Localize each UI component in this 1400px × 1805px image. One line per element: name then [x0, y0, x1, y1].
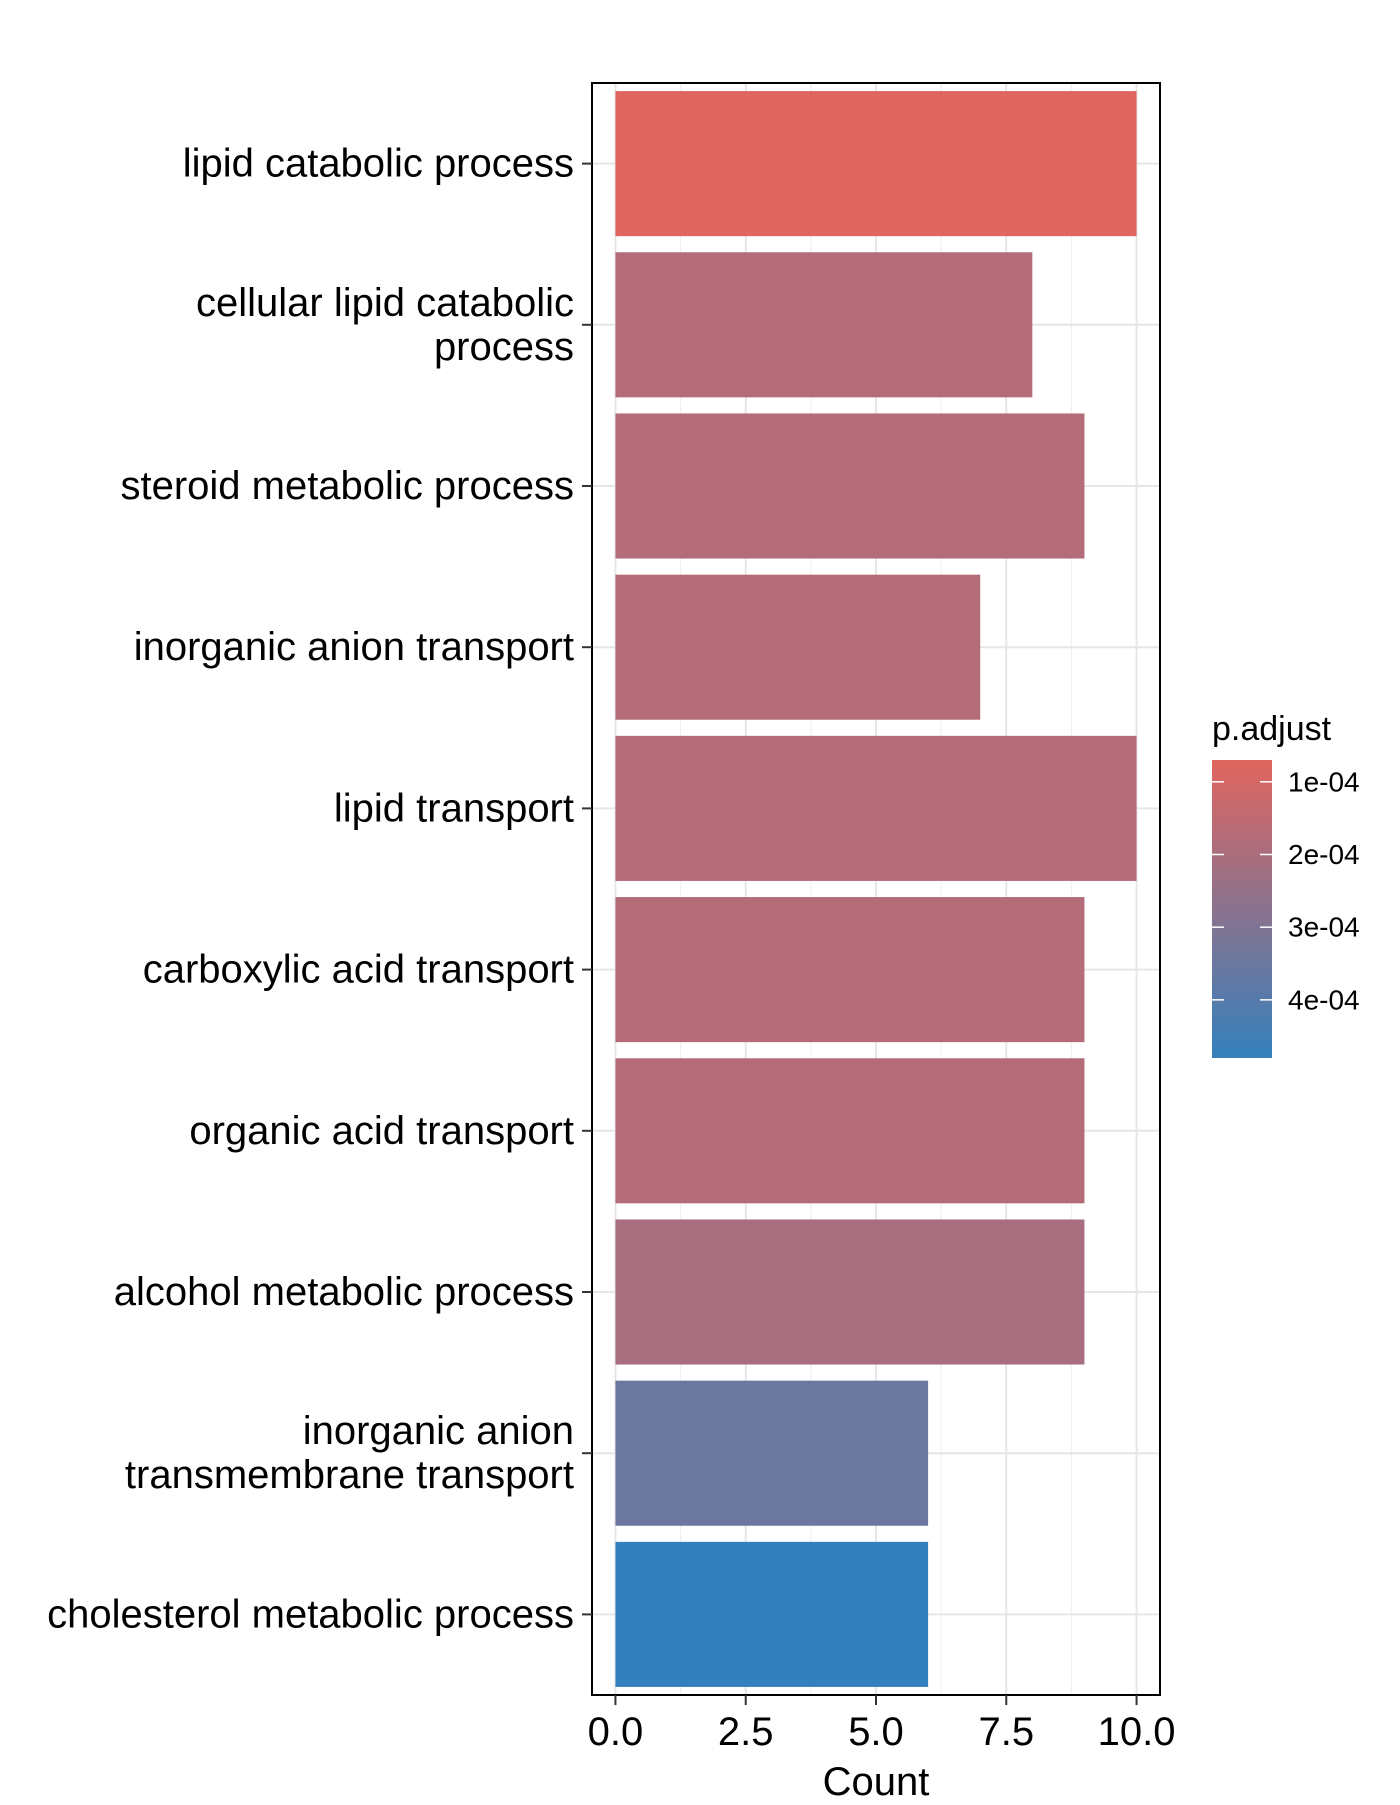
y-tick-label-line: inorganic anion: [303, 1409, 574, 1453]
legend-label: 2e-04: [1288, 839, 1360, 870]
x-tick-label: 2.5: [718, 1710, 774, 1754]
bar: [615, 1541, 929, 1687]
x-tick-label: 10.0: [1098, 1710, 1176, 1754]
bar: [615, 1219, 1085, 1365]
y-tick-label: steroid metabolic process: [120, 464, 574, 508]
y-tick-label-line: cellular lipid catabolic: [196, 281, 574, 325]
y-tick-label: inorganic anion transmembrane transport: [125, 1409, 574, 1497]
bar-layer: [615, 91, 1137, 1687]
y-tick-label-line: alcohol metabolic process: [114, 1270, 574, 1314]
y-tick-label-line: cholesterol metabolic process: [47, 1592, 574, 1636]
y-tick-label-line: carboxylic acid transport: [143, 948, 574, 992]
y-tick-label-line: inorganic anion transport: [134, 625, 574, 669]
y-tick-label-line: lipid transport: [334, 786, 574, 830]
y-tick-label: lipid catabolic process: [183, 142, 574, 186]
legend-label: 3e-04: [1288, 912, 1360, 943]
y-tick-label-line: transmembrane transport: [125, 1453, 574, 1497]
legend-label: 1e-04: [1288, 766, 1360, 797]
bar: [615, 897, 1085, 1043]
y-axis: lipid catabolic process cellular lipid ca…: [47, 142, 592, 1636]
x-tick-label: 5.0: [848, 1710, 904, 1754]
legend-colorbar: [1212, 760, 1272, 1058]
y-tick-label-line: steroid metabolic process: [120, 464, 574, 508]
bar: [615, 413, 1085, 559]
y-tick-label: organic acid transport: [189, 1109, 574, 1153]
x-tick-label: 0.0: [588, 1710, 644, 1754]
bar: [615, 1058, 1085, 1204]
y-tick-label: cellular lipid catabolic process: [196, 281, 574, 369]
bar: [615, 252, 1033, 398]
x-axis-title: Count: [823, 1760, 930, 1800]
y-tick-label-line: lipid catabolic process: [183, 142, 574, 186]
y-tick-label: alcohol metabolic process: [114, 1270, 574, 1314]
y-tick-label: inorganic anion transport: [134, 625, 574, 669]
bar: [615, 574, 981, 720]
legend: p.adjust 1e-04 2e-04 3e-04 4e-04: [1212, 710, 1360, 1058]
bar: [615, 1380, 929, 1526]
y-tick-label: lipid transport: [334, 786, 574, 830]
y-tick-label: cholesterol metabolic process: [47, 1592, 574, 1636]
x-tick-label: 7.5: [978, 1710, 1034, 1754]
bar: [615, 91, 1137, 237]
legend-label: 4e-04: [1288, 984, 1360, 1015]
bar: [615, 735, 1137, 881]
legend-ticks: 1e-04 2e-04 3e-04 4e-04: [1212, 766, 1360, 1015]
x-axis: 0.0 2.5 5.0 7.5 10.0: [588, 1695, 1176, 1754]
y-tick-label-line: process: [434, 325, 574, 369]
y-tick-label-line: organic acid transport: [189, 1109, 574, 1153]
legend-title: p.adjust: [1212, 710, 1332, 748]
y-tick-label: carboxylic acid transport: [143, 948, 574, 992]
